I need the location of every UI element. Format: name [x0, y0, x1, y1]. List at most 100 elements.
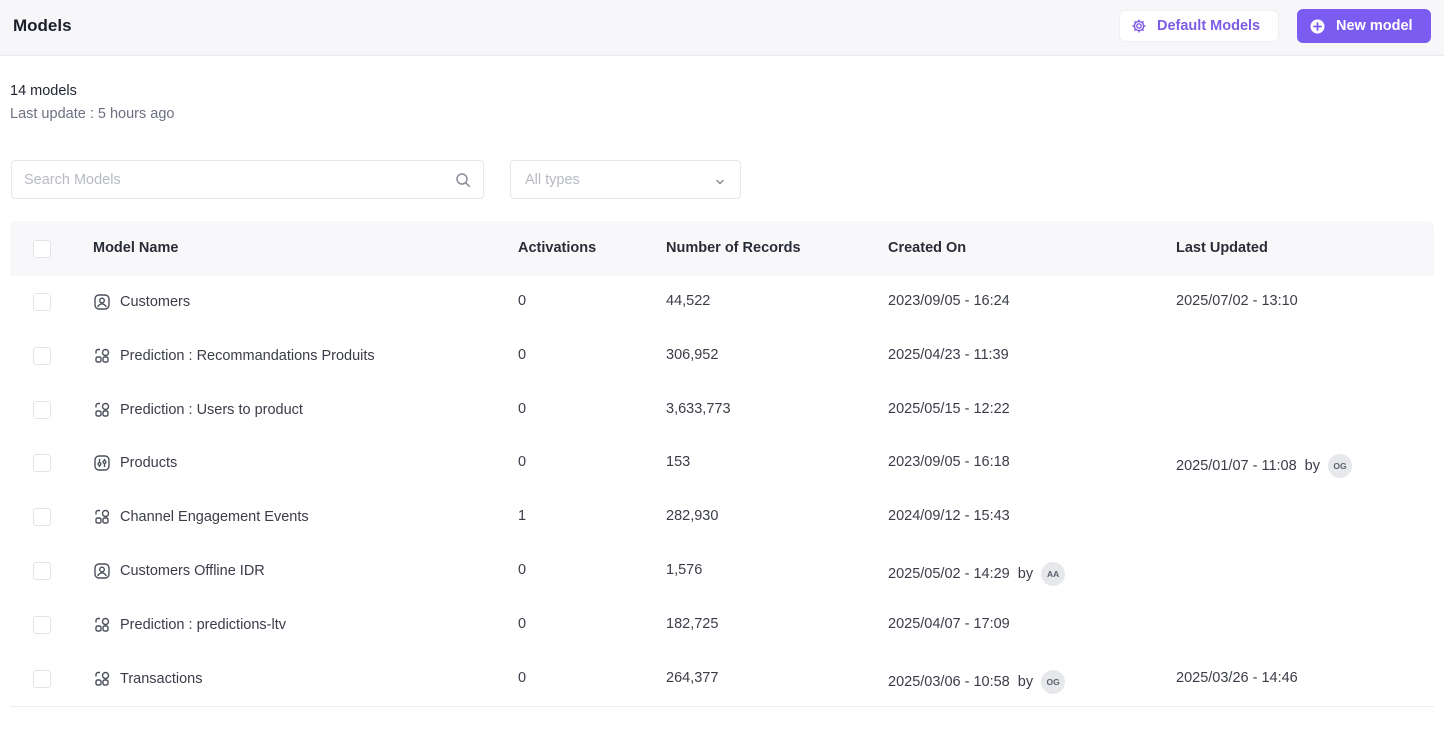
model-name-cell[interactable]: Products: [93, 454, 177, 472]
column-header-records[interactable]: Number of Records: [666, 240, 801, 256]
table-row[interactable]: Products 0 153 2023/09/05 - 16:18 2025/01/07…: [10, 437, 1434, 491]
user-icon: [93, 293, 111, 311]
row-checkbox[interactable]: [33, 346, 51, 365]
row-checkbox[interactable]: [33, 400, 51, 419]
model-name-cell[interactable]: Prediction : Users to product: [93, 401, 303, 419]
gear-icon: [1131, 18, 1147, 34]
model-name[interactable]: Products: [120, 455, 178, 472]
last-updated-cell-text: 2025/03/26 - 14:46: [1176, 669, 1298, 686]
records-cell: 3,633,773: [666, 400, 731, 417]
created-on-cell-text: 2023/09/05 - 16:24: [888, 293, 1010, 309]
default-models-button[interactable]: Default Models: [1119, 10, 1279, 42]
row-checkbox[interactable]: [33, 508, 51, 527]
model-name[interactable]: Prediction : Recommandations Produits: [120, 347, 375, 364]
model-name[interactable]: Prediction : Users to product: [120, 401, 303, 418]
prediction-icon: [93, 347, 111, 365]
records-cell: 264,377: [666, 669, 719, 686]
model-name[interactable]: Customers: [120, 294, 191, 310]
model-name-cell[interactable]: Customers: [93, 293, 190, 311]
plus-circle-icon: [1310, 19, 1325, 34]
created-on-cell: 2023/09/05 - 16:18: [888, 454, 1010, 470]
created-on-cell-text: 2025/04/07 - 17:09: [888, 615, 1010, 632]
row-checkbox[interactable]: [33, 293, 51, 311]
default-models-label: Default Models: [1157, 18, 1261, 34]
activations-cell: 0: [518, 400, 527, 417]
prediction-icon: [93, 508, 111, 526]
page-title: Models: [13, 16, 72, 35]
search-input[interactable]: [24, 170, 444, 190]
created-on-cell-text: 2024/09/12 - 15:43: [888, 508, 1010, 525]
records-cell: 44,522: [666, 293, 711, 309]
table-row[interactable]: Prediction : Users to product 0 3,633,773 2…: [10, 384, 1434, 438]
activations-cell: 0: [518, 454, 527, 471]
column-header-model-name[interactable]: Model Name: [93, 240, 179, 256]
row-checkbox[interactable]: [33, 454, 51, 473]
table-row[interactable]: Transactions 0 264,377 2025/03/06 - 10:58 by…: [10, 653, 1434, 707]
last-updated-cell: 2025/01/07 - 11:08 by OG: [1176, 454, 1352, 479]
created-on-cell: 2024/09/12 - 15:43: [888, 508, 1010, 524]
model-name[interactable]: Transactions: [120, 670, 203, 687]
created-on-cell-text: 2025/05/02 - 14:29: [888, 566, 1010, 582]
column-header-activations[interactable]: Activations: [518, 240, 597, 256]
records-cell: 153: [666, 454, 691, 471]
new-model-button[interactable]: New model: [1297, 9, 1431, 43]
avatar: OG: [1328, 454, 1352, 479]
model-name[interactable]: Channel Engagement Events: [120, 509, 309, 526]
activations-cell: 1: [518, 508, 527, 525]
activations-cell: 0: [518, 615, 527, 632]
activations-cell: 0: [518, 293, 527, 309]
search-box: [11, 160, 484, 199]
created-on-cell: 2025/04/07 - 17:09: [888, 616, 1010, 632]
activations-cell: 0: [518, 562, 527, 578]
table-row[interactable]: Prediction : Recommandations Produits 0 30…: [10, 330, 1434, 384]
activations-cell: 0: [518, 346, 527, 363]
row-checkbox[interactable]: [33, 615, 51, 634]
model-name[interactable]: Prediction : predictions-ltv: [120, 616, 287, 633]
model-count: 14 models: [10, 83, 77, 99]
model-name-cell[interactable]: Prediction : Recommandations Produits: [93, 347, 375, 365]
created-on-cell-text: 2025/05/15 - 12:22: [888, 400, 1010, 417]
model-name-cell[interactable]: Channel Engagement Events: [93, 508, 309, 526]
product-icon: [93, 454, 111, 472]
row-checkbox[interactable]: [33, 669, 51, 688]
model-name-cell[interactable]: Customers Offline IDR: [93, 562, 265, 580]
model-name[interactable]: Customers Offline IDR: [120, 563, 265, 579]
created-on-cell-text: 2023/09/05 - 16:18: [888, 454, 1010, 471]
last-updated-cell-text: 2025/07/02 - 13:10: [1176, 293, 1298, 309]
by-label: by: [1017, 673, 1034, 690]
records-cell: 182,725: [666, 615, 719, 632]
table-header: Model Name Activations Number of Records…: [10, 221, 1434, 276]
avatar: OG: [1041, 669, 1066, 694]
created-on-cell: 2025/04/23 - 11:39: [888, 347, 1009, 363]
model-name-cell[interactable]: Transactions: [93, 670, 202, 688]
select-all-checkbox[interactable]: [33, 240, 51, 258]
type-filter-select[interactable]: All types: [510, 160, 741, 199]
model-name-cell[interactable]: Prediction : predictions-ltv: [93, 616, 286, 634]
table-row[interactable]: Customers 0 44,522 2023/09/05 - 16:24 2025/0…: [10, 276, 1434, 330]
row-checkbox[interactable]: [33, 562, 51, 580]
records-cell: 1,576: [666, 562, 703, 578]
last-update-text: Last update : 5 hours ago: [10, 106, 175, 122]
created-on-cell: 2025/03/06 - 10:58 by OG: [888, 669, 1066, 694]
top-bar: Models Default Models New model: [0, 0, 1444, 56]
activations-cell: 0: [518, 669, 527, 686]
user-icon: [93, 562, 111, 580]
last-updated-cell: 2025/07/02 - 13:10: [1176, 293, 1298, 309]
table-row[interactable]: Channel Engagement Events 1 282,930 2024/09…: [10, 491, 1434, 545]
column-header-last-updated[interactable]: Last Updated: [1176, 240, 1268, 256]
avatar: AA: [1041, 562, 1066, 586]
created-on-cell-text: 2025/04/23 - 11:39: [888, 346, 1009, 363]
chevron-down-icon: [714, 175, 726, 187]
models-table: Model Name Activations Number of Records…: [10, 221, 1434, 707]
column-header-created-on[interactable]: Created On: [888, 240, 967, 256]
new-model-label: New model: [1336, 18, 1413, 34]
records-cell: 282,930: [666, 508, 719, 525]
records-cell: 306,952: [666, 346, 719, 363]
prediction-icon: [93, 670, 111, 688]
prediction-icon: [93, 401, 111, 419]
search-icon[interactable]: [455, 172, 471, 188]
by-label: by: [1017, 566, 1034, 582]
last-updated-cell: 2025/03/26 - 14:46: [1176, 670, 1298, 686]
table-row[interactable]: Customers Offline IDR 0 1,576 2025/05/02 - …: [10, 545, 1434, 599]
table-row[interactable]: Prediction : predictions-ltv 0 182,725 2025…: [10, 599, 1434, 653]
